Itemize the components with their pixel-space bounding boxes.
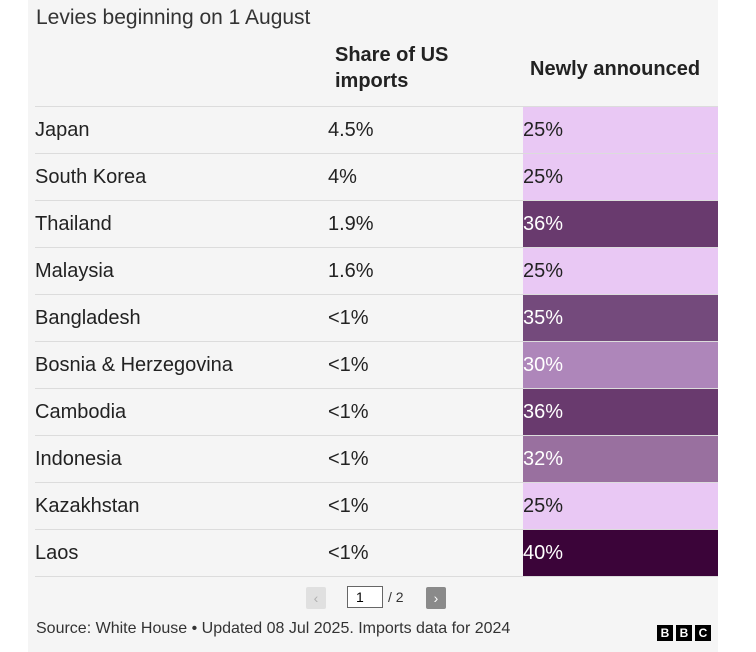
column-header-share: Share of US imports bbox=[335, 44, 449, 92]
country-cell: Indonesia bbox=[35, 435, 328, 483]
country-cell: Cambodia bbox=[35, 388, 328, 436]
table-row: Malaysia 1.6% 25% bbox=[35, 247, 718, 295]
tariff-rate-cell: 25% bbox=[523, 106, 718, 154]
logo-letter-c: C bbox=[695, 625, 711, 641]
share-cell: <1% bbox=[328, 435, 523, 483]
table-row: South Korea 4% 25% bbox=[35, 153, 718, 201]
share-cell: <1% bbox=[328, 294, 523, 342]
source-note: Source: White House • Updated 08 Jul 202… bbox=[36, 620, 511, 637]
tariff-rate-cell: 25% bbox=[523, 153, 718, 201]
country-cell: Malaysia bbox=[35, 247, 328, 295]
share-cell: 1.6% bbox=[328, 247, 523, 295]
table-row: Bangladesh <1% 35% bbox=[35, 294, 718, 342]
chevron-left-icon[interactable]: ‹ bbox=[306, 587, 326, 609]
column-header-newly-announced: Newly announced bbox=[530, 58, 701, 80]
levies-table: Japan 4.5% 25% South Korea 4% 25% Thailand 1.9%… bbox=[35, 106, 718, 577]
share-cell: 1.9% bbox=[328, 200, 523, 248]
tariff-rate-cell: 36% bbox=[523, 200, 718, 248]
share-cell: <1% bbox=[328, 482, 523, 530]
country-cell: Bosnia & Herzegovina bbox=[35, 341, 328, 389]
tariff-rate-cell: 35% bbox=[523, 294, 718, 342]
logo-letter-b2: B bbox=[676, 625, 692, 641]
country-cell: Kazakhstan bbox=[35, 482, 328, 530]
table-row: Indonesia <1% 32% bbox=[35, 435, 718, 483]
tariff-rate-cell: 25% bbox=[523, 482, 718, 530]
page-number-input[interactable] bbox=[347, 586, 383, 608]
country-cell: Bangladesh bbox=[35, 294, 328, 342]
page-total: / 2 bbox=[388, 589, 404, 605]
country-cell: Thailand bbox=[35, 200, 328, 248]
table-row: Bosnia & Herzegovina <1% 30% bbox=[35, 341, 718, 389]
chart-panel: Levies beginning on 1 August Share of US… bbox=[28, 0, 718, 652]
share-cell: <1% bbox=[328, 341, 523, 389]
table-row: Laos <1% 40% bbox=[35, 529, 718, 577]
share-cell: <1% bbox=[328, 529, 523, 577]
table-row: Kazakhstan <1% 25% bbox=[35, 482, 718, 530]
country-cell: Laos bbox=[35, 529, 328, 577]
tariff-rate-cell: 30% bbox=[523, 341, 718, 389]
tariff-rate-cell: 32% bbox=[523, 435, 718, 483]
country-cell: Japan bbox=[35, 106, 328, 154]
country-cell: South Korea bbox=[35, 153, 328, 201]
pagination: ‹ / 2 › bbox=[28, 586, 718, 610]
table-row: Thailand 1.9% 36% bbox=[35, 200, 718, 248]
table-row: Japan 4.5% 25% bbox=[35, 106, 718, 154]
logo-letter-b1: B bbox=[657, 625, 673, 641]
chart-title: Levies beginning on 1 August bbox=[36, 6, 311, 29]
share-cell: 4% bbox=[328, 153, 523, 201]
tariff-rate-cell: 40% bbox=[523, 529, 718, 577]
tariff-rate-cell: 25% bbox=[523, 247, 718, 295]
share-cell: 4.5% bbox=[328, 106, 523, 154]
chevron-right-icon[interactable]: › bbox=[426, 587, 446, 609]
table-row: Cambodia <1% 36% bbox=[35, 388, 718, 436]
tariff-rate-cell: 36% bbox=[523, 388, 718, 436]
share-cell: <1% bbox=[328, 388, 523, 436]
